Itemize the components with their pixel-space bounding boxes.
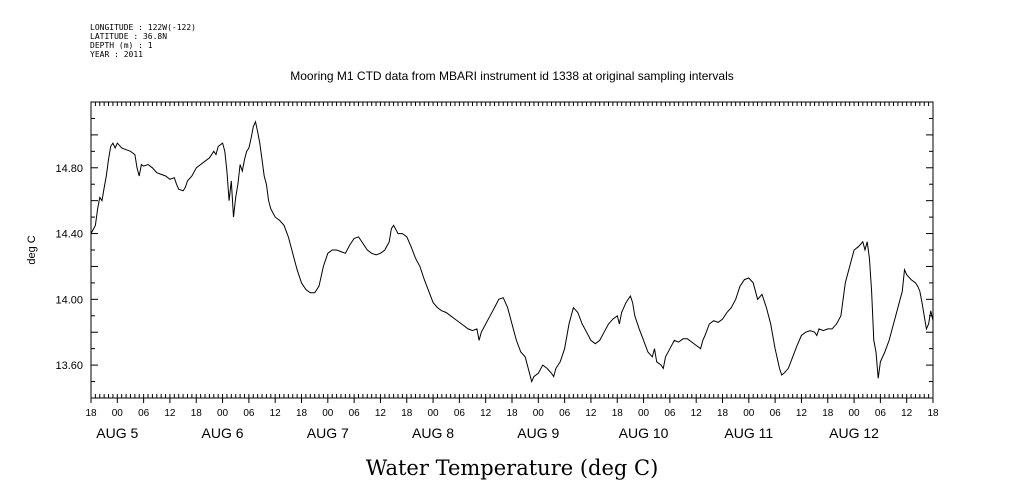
x-hour-label: 00 — [112, 408, 124, 419]
x-hour-label: 00 — [743, 408, 755, 419]
x-hour-label: 12 — [480, 408, 492, 419]
x-hour-label: 00 — [322, 408, 334, 419]
x-day-label: AUG 9 — [517, 425, 559, 441]
x-day-label: AUG 5 — [96, 425, 138, 441]
metadata-block: LONGITUDE : 122W(-122) LATITUDE : 36.8N … — [90, 23, 196, 59]
x-hour-label: 12 — [796, 408, 808, 419]
y-axis-label: deg C — [26, 235, 38, 264]
x-hour-label: 18 — [191, 408, 203, 419]
chart-title: Mooring M1 CTD data from MBARI instrumen… — [290, 69, 734, 83]
x-hour-label: 12 — [164, 408, 176, 419]
x-axis-title: Water Temperature (deg C) — [366, 456, 659, 480]
x-hour-label: 06 — [875, 408, 887, 419]
x-hour-label: 00 — [533, 408, 545, 419]
metadata-depth: DEPTH (m) : 1 — [90, 41, 153, 50]
x-hour-label: 06 — [664, 408, 676, 419]
x-hour-label: 12 — [585, 408, 597, 419]
x-day-label: AUG 8 — [412, 425, 454, 441]
x-hour-label: 18 — [296, 408, 308, 419]
x-hour-label: 06 — [770, 408, 782, 419]
y-tick-label: 14.80 — [55, 163, 83, 175]
y-tick-label: 14.40 — [55, 229, 83, 241]
x-day-label: AUG 10 — [619, 425, 669, 441]
x-day-label: AUG 6 — [202, 425, 244, 441]
x-hour-label: 18 — [717, 408, 729, 419]
axis-ticks — [90, 101, 934, 403]
x-tick-labels: 18 00 06 12 18 00 06 12 18 00 06 12 18 00 06 12 18 00 06 12… — [85, 408, 939, 441]
x-hour-label: 00 — [428, 408, 440, 419]
x-hour-label: 06 — [243, 408, 255, 419]
x-hour-label: 00 — [638, 408, 650, 419]
x-hour-label: 00 — [849, 408, 861, 419]
plot-frame — [90, 101, 934, 399]
x-hour-label: 06 — [138, 408, 150, 419]
x-day-label: AUG 11 — [724, 425, 773, 441]
x-hour-label: 06 — [454, 408, 466, 419]
metadata-latitude: LATITUDE : 36.8N — [90, 32, 167, 41]
x-hour-label: 12 — [270, 408, 282, 419]
x-hour-label: 18 — [506, 408, 518, 419]
x-hour-label: 18 — [85, 408, 97, 419]
x-hour-label: 18 — [401, 408, 413, 419]
y-tick-label: 13.60 — [55, 360, 83, 372]
x-hour-label: 06 — [349, 408, 361, 419]
x-hour-label: 00 — [217, 408, 229, 419]
x-hour-label: 12 — [901, 408, 913, 419]
metadata-longitude: LONGITUDE : 122W(-122) — [90, 23, 196, 32]
x-hour-label: 18 — [822, 408, 834, 419]
x-hour-label: 18 — [612, 408, 624, 419]
y-tick-labels: 14.80 14.40 14.00 13.60 — [55, 163, 83, 372]
x-hour-label: 12 — [691, 408, 703, 419]
x-hour-label: 06 — [559, 408, 571, 419]
x-day-label: AUG 12 — [829, 425, 879, 441]
metadata-year: YEAR : 2011 — [90, 50, 143, 59]
series-group — [90, 120, 934, 384]
x-hour-label: 12 — [375, 408, 387, 419]
x-hour-label: 18 — [927, 408, 939, 419]
series-line-temperature — [90, 120, 934, 384]
x-day-label: AUG 7 — [307, 425, 349, 441]
y-tick-label: 14.00 — [55, 294, 83, 306]
